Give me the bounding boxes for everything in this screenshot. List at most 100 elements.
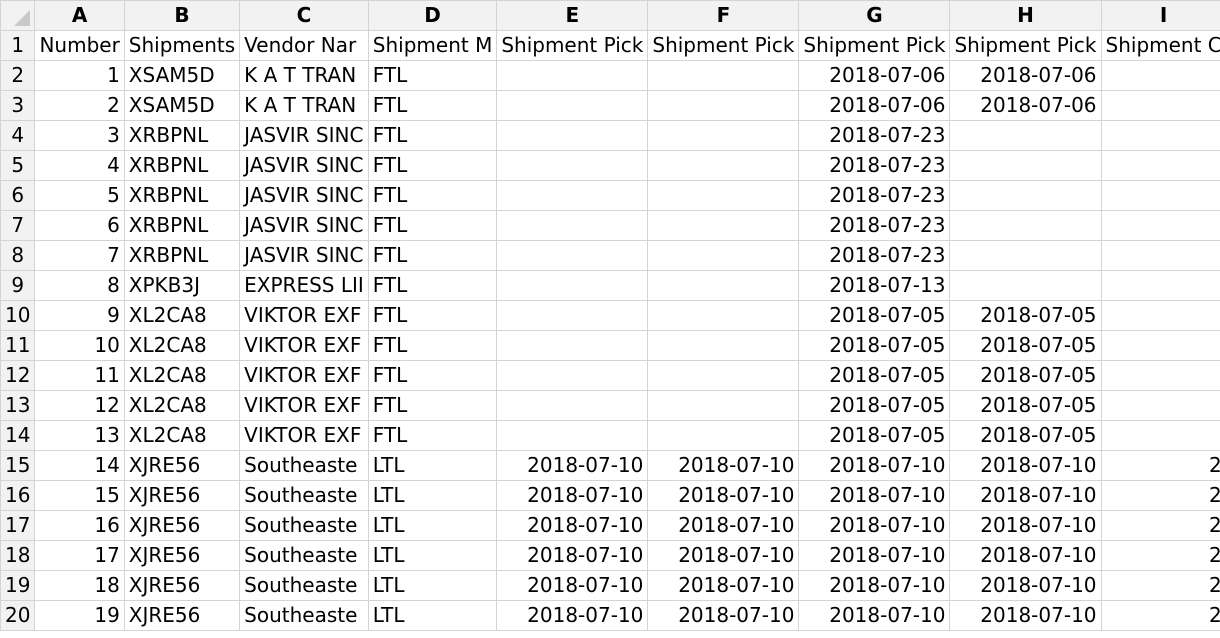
cell-b-7[interactable]: XRBPNL	[123, 210, 241, 241]
cell-b-15[interactable]: XJRE56	[123, 450, 241, 481]
cell-d-17[interactable]: LTL	[367, 510, 498, 541]
cell-c-5[interactable]: JASVIR SINC	[239, 150, 369, 181]
cell-i-4[interactable]	[1100, 120, 1220, 151]
cell-d-10[interactable]: FTL	[367, 300, 498, 331]
cell-a-17[interactable]: 16	[34, 510, 125, 541]
cell-d-4[interactable]: FTL	[367, 120, 498, 151]
cell-i-6[interactable]	[1100, 180, 1220, 211]
column-header-i[interactable]: I	[1100, 0, 1220, 31]
cell-g-1[interactable]: Shipment Pick	[798, 30, 951, 61]
cell-b-5[interactable]: XRBPNL	[123, 150, 241, 181]
cell-h-4[interactable]	[949, 120, 1102, 151]
cell-f-18[interactable]: 2018-07-10	[647, 540, 800, 571]
cell-g-16[interactable]: 2018-07-10	[798, 480, 951, 511]
cell-f-8[interactable]	[647, 240, 800, 271]
cell-c-13[interactable]: VIKTOR EXF	[239, 390, 369, 421]
cell-c-16[interactable]: Southeaste	[239, 480, 369, 511]
row-header[interactable]: 6	[0, 180, 36, 211]
cell-e-12[interactable]	[496, 360, 649, 391]
cell-a-20[interactable]: 19	[34, 600, 125, 631]
cell-f-12[interactable]	[647, 360, 800, 391]
cell-e-16[interactable]: 2018-07-10	[496, 480, 649, 511]
cell-c-11[interactable]: VIKTOR EXF	[239, 330, 369, 361]
cell-f-17[interactable]: 2018-07-10	[647, 510, 800, 541]
row-header[interactable]: 12	[0, 360, 36, 391]
cell-f-20[interactable]: 2018-07-10	[647, 600, 800, 631]
cell-e-17[interactable]: 2018-07-10	[496, 510, 649, 541]
cell-i-7[interactable]	[1100, 210, 1220, 241]
column-header-e[interactable]: E	[496, 0, 649, 31]
cell-e-20[interactable]: 2018-07-10	[496, 600, 649, 631]
cell-d-1[interactable]: Shipment M	[367, 30, 498, 61]
column-header-a[interactable]: A	[34, 0, 125, 31]
cell-i-14[interactable]	[1100, 420, 1220, 451]
cell-c-7[interactable]: JASVIR SINC	[239, 210, 369, 241]
cell-d-14[interactable]: FTL	[367, 420, 498, 451]
cell-h-17[interactable]: 2018-07-10	[949, 510, 1102, 541]
cell-d-5[interactable]: FTL	[367, 150, 498, 181]
cell-b-20[interactable]: XJRE56	[123, 600, 241, 631]
cell-g-13[interactable]: 2018-07-05	[798, 390, 951, 421]
cell-c-6[interactable]: JASVIR SINC	[239, 180, 369, 211]
cell-i-10[interactable]	[1100, 300, 1220, 331]
cell-a-7[interactable]: 6	[34, 210, 125, 241]
cell-i-12[interactable]	[1100, 360, 1220, 391]
cell-d-12[interactable]: FTL	[367, 360, 498, 391]
cell-a-14[interactable]: 13	[34, 420, 125, 451]
cell-d-6[interactable]: FTL	[367, 180, 498, 211]
cell-e-13[interactable]	[496, 390, 649, 421]
cell-e-15[interactable]: 2018-07-10	[496, 450, 649, 481]
cell-a-16[interactable]: 15	[34, 480, 125, 511]
cell-h-14[interactable]: 2018-07-05	[949, 420, 1102, 451]
cell-d-16[interactable]: LTL	[367, 480, 498, 511]
cell-b-12[interactable]: XL2CA8	[123, 360, 241, 391]
cell-f-11[interactable]	[647, 330, 800, 361]
cell-f-14[interactable]	[647, 420, 800, 451]
cell-c-12[interactable]: VIKTOR EXF	[239, 360, 369, 391]
cell-c-8[interactable]: JASVIR SINC	[239, 240, 369, 271]
cell-a-2[interactable]: 1	[34, 60, 125, 91]
cell-i-3[interactable]	[1100, 90, 1220, 121]
cell-b-4[interactable]: XRBPNL	[123, 120, 241, 151]
row-header[interactable]: 20	[0, 600, 36, 631]
column-header-d[interactable]: D	[367, 0, 498, 31]
cell-i-18[interactable]: 2	[1100, 540, 1220, 571]
cell-f-13[interactable]	[647, 390, 800, 421]
cell-g-3[interactable]: 2018-07-06	[798, 90, 951, 121]
cell-e-6[interactable]	[496, 180, 649, 211]
cell-g-18[interactable]: 2018-07-10	[798, 540, 951, 571]
cell-a-3[interactable]: 2	[34, 90, 125, 121]
cell-i-2[interactable]	[1100, 60, 1220, 91]
cell-b-9[interactable]: XPKB3J	[123, 270, 241, 301]
cell-d-18[interactable]: LTL	[367, 540, 498, 571]
cell-d-11[interactable]: FTL	[367, 330, 498, 361]
cell-i-19[interactable]: 2	[1100, 570, 1220, 601]
cell-c-17[interactable]: Southeaste	[239, 510, 369, 541]
cell-a-12[interactable]: 11	[34, 360, 125, 391]
cell-e-19[interactable]: 2018-07-10	[496, 570, 649, 601]
cell-g-10[interactable]: 2018-07-05	[798, 300, 951, 331]
cell-d-2[interactable]: FTL	[367, 60, 498, 91]
cell-f-4[interactable]	[647, 120, 800, 151]
row-header[interactable]: 1	[0, 30, 36, 61]
cell-e-11[interactable]	[496, 330, 649, 361]
cell-b-1[interactable]: Shipments	[123, 30, 241, 61]
row-header[interactable]: 10	[0, 300, 36, 331]
cell-g-12[interactable]: 2018-07-05	[798, 360, 951, 391]
cell-c-10[interactable]: VIKTOR EXF	[239, 300, 369, 331]
cell-h-3[interactable]: 2018-07-06	[949, 90, 1102, 121]
cell-f-19[interactable]: 2018-07-10	[647, 570, 800, 601]
cell-i-11[interactable]	[1100, 330, 1220, 361]
row-header[interactable]: 19	[0, 570, 36, 601]
cell-d-7[interactable]: FTL	[367, 210, 498, 241]
cell-b-17[interactable]: XJRE56	[123, 510, 241, 541]
cell-c-14[interactable]: VIKTOR EXF	[239, 420, 369, 451]
cell-g-17[interactable]: 2018-07-10	[798, 510, 951, 541]
cell-g-8[interactable]: 2018-07-23	[798, 240, 951, 271]
cell-c-4[interactable]: JASVIR SINC	[239, 120, 369, 151]
cell-d-13[interactable]: FTL	[367, 390, 498, 421]
cell-g-9[interactable]: 2018-07-13	[798, 270, 951, 301]
cell-b-2[interactable]: XSAM5D	[123, 60, 241, 91]
row-header[interactable]: 5	[0, 150, 36, 181]
